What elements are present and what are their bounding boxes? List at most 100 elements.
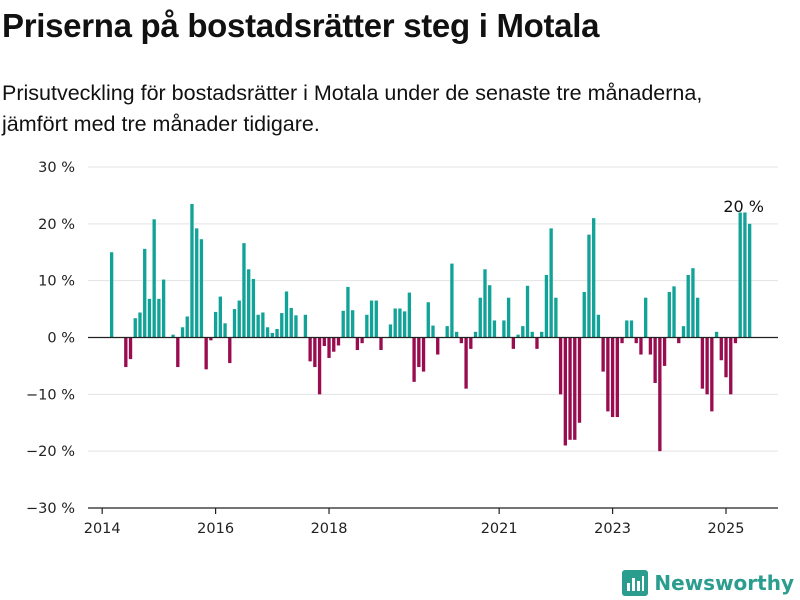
bar (247, 269, 251, 338)
bar (407, 292, 412, 338)
bar (218, 296, 222, 338)
bar (738, 212, 742, 338)
bar (242, 243, 246, 338)
bar (388, 324, 393, 338)
bar (540, 331, 544, 338)
bar (171, 334, 175, 338)
bar (270, 332, 274, 338)
bar (360, 337, 364, 344)
bar (506, 297, 511, 338)
bar (350, 310, 355, 338)
bar (294, 315, 298, 338)
bar (568, 337, 572, 440)
bar (436, 337, 440, 355)
bar (147, 298, 152, 338)
bar (374, 300, 378, 338)
bar (256, 314, 260, 338)
bar (530, 331, 534, 338)
bar-chart-logo-icon (622, 570, 649, 596)
bar (700, 337, 705, 389)
bar (402, 311, 407, 338)
bar (199, 239, 204, 338)
bar (469, 337, 473, 349)
bar (209, 337, 213, 341)
bar (355, 337, 360, 350)
bar (261, 312, 265, 338)
bar (195, 228, 199, 338)
chart-title: Priserna på bostadsrätter steg i Motala (2, 7, 600, 44)
bar (606, 337, 610, 412)
y-tick-label: 20 % (38, 217, 75, 233)
bar (143, 248, 147, 338)
bar (190, 203, 194, 338)
bar (251, 278, 256, 338)
x-tick-label: 2021 (481, 521, 518, 537)
bar (705, 337, 709, 395)
bar (521, 326, 525, 338)
bars (109, 203, 752, 452)
bar (634, 337, 638, 344)
bar (341, 310, 345, 338)
y-tick-label: 0 % (47, 331, 75, 347)
bar (369, 300, 374, 338)
x-tick-label: 2025 (708, 521, 745, 537)
bar (161, 279, 166, 338)
bar (327, 337, 331, 358)
bar (544, 274, 549, 338)
bar (133, 318, 137, 338)
bar (275, 328, 279, 338)
y-tick-label: −10 % (26, 387, 75, 403)
bar (322, 337, 326, 347)
bar (686, 274, 690, 338)
bar (124, 337, 128, 368)
chart-subtitle: Prisutveckling för bostadsrätter i Motal… (2, 81, 703, 136)
bar (185, 316, 189, 338)
bar (284, 291, 289, 338)
bar (412, 337, 416, 382)
bar (691, 268, 695, 338)
bar (365, 314, 369, 338)
bar (176, 337, 180, 368)
bar (483, 269, 487, 338)
bar (747, 223, 752, 338)
bar (648, 337, 653, 355)
bar (596, 314, 601, 338)
bar (280, 313, 284, 338)
bar (573, 337, 577, 440)
bar (620, 337, 624, 344)
bar (213, 311, 218, 338)
bar (421, 337, 426, 372)
bar (303, 314, 308, 338)
bar (128, 337, 133, 360)
y-tick-label: −20 % (26, 444, 75, 460)
bar (289, 307, 293, 338)
bar (662, 337, 667, 366)
bar (431, 325, 435, 338)
tick-labels: 30 % 20 % 10 % 0 % −10 % −20 % −30 % 2014 2016 20… (26, 160, 764, 537)
bar (653, 337, 657, 383)
bar (478, 297, 482, 338)
bar (592, 218, 596, 338)
bar (223, 323, 227, 338)
bar (464, 337, 468, 389)
bar (563, 337, 567, 446)
y-tick-label: −30 % (26, 501, 75, 517)
bar (525, 285, 530, 338)
bar (502, 320, 506, 338)
bar (445, 326, 449, 338)
bar (587, 234, 591, 338)
bar (332, 337, 336, 352)
x-tick-label: 2014 (84, 521, 121, 537)
bar (729, 337, 733, 395)
bar (681, 326, 686, 338)
latest-value-label: 20 % (723, 197, 764, 216)
bar (710, 337, 714, 412)
bar (677, 337, 681, 344)
bar (450, 263, 454, 338)
bar (180, 327, 185, 338)
x-tick-label: 2018 (311, 521, 348, 537)
bar (625, 320, 629, 338)
bar (629, 320, 634, 338)
bar (610, 337, 615, 418)
